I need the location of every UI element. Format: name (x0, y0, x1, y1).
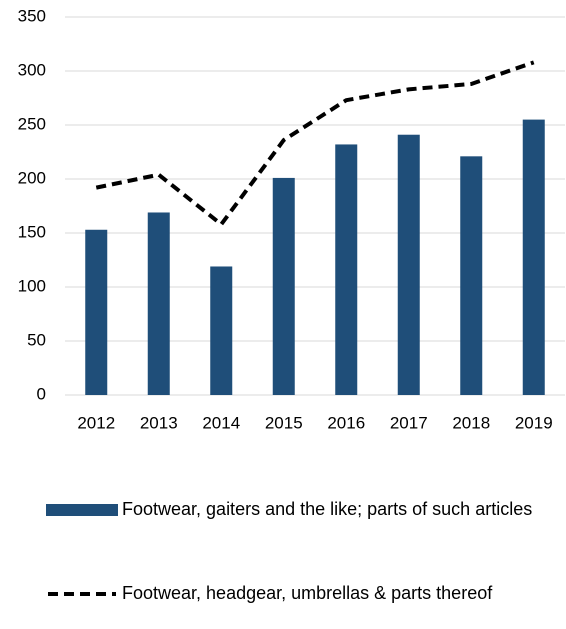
x-tick-label: 2018 (452, 413, 490, 432)
x-tick-label: 2012 (77, 413, 115, 432)
x-tick-label: 2016 (327, 413, 365, 432)
legend-item: Footwear, headgear, umbrellas & parts th… (46, 580, 561, 608)
y-tick-label: 150 (18, 222, 46, 241)
x-tick-label: 2015 (265, 413, 303, 432)
y-tick-label: 350 (18, 6, 46, 25)
x-tick-label: 2014 (202, 413, 240, 432)
y-tick-label: 300 (18, 60, 46, 79)
x-tick-label: 2017 (390, 413, 428, 432)
bar (335, 144, 358, 395)
bar (272, 177, 295, 395)
bar (210, 266, 233, 395)
bar (397, 134, 420, 395)
legend-label: Footwear, gaiters and the like; parts of… (122, 499, 533, 519)
swatch-bar (46, 504, 118, 516)
y-tick-label: 50 (27, 330, 46, 349)
y-tick-label: 200 (18, 168, 46, 187)
legend-swatch (46, 580, 118, 608)
y-tick-label: 250 (18, 114, 46, 133)
y-tick-label: 0 (37, 384, 46, 403)
bar (522, 119, 545, 395)
swatch-graphic (48, 592, 116, 596)
y-tick-label: 100 (18, 276, 46, 295)
x-tick-label: 2013 (140, 413, 178, 432)
legend-item: Footwear, gaiters and the like; parts of… (46, 496, 561, 524)
bar (85, 229, 108, 395)
legend-label: Footwear, headgear, umbrellas & parts th… (122, 583, 493, 603)
chart: 0 50 100 150 200 250 300 350 2012 2013 2014 2015 201… (18, 6, 565, 432)
legend-swatch (46, 496, 118, 524)
bar (147, 212, 170, 395)
swatch-graphic (46, 504, 118, 516)
x-tick-label: 2019 (515, 413, 553, 432)
line (95, 60, 535, 227)
bar (460, 156, 483, 395)
